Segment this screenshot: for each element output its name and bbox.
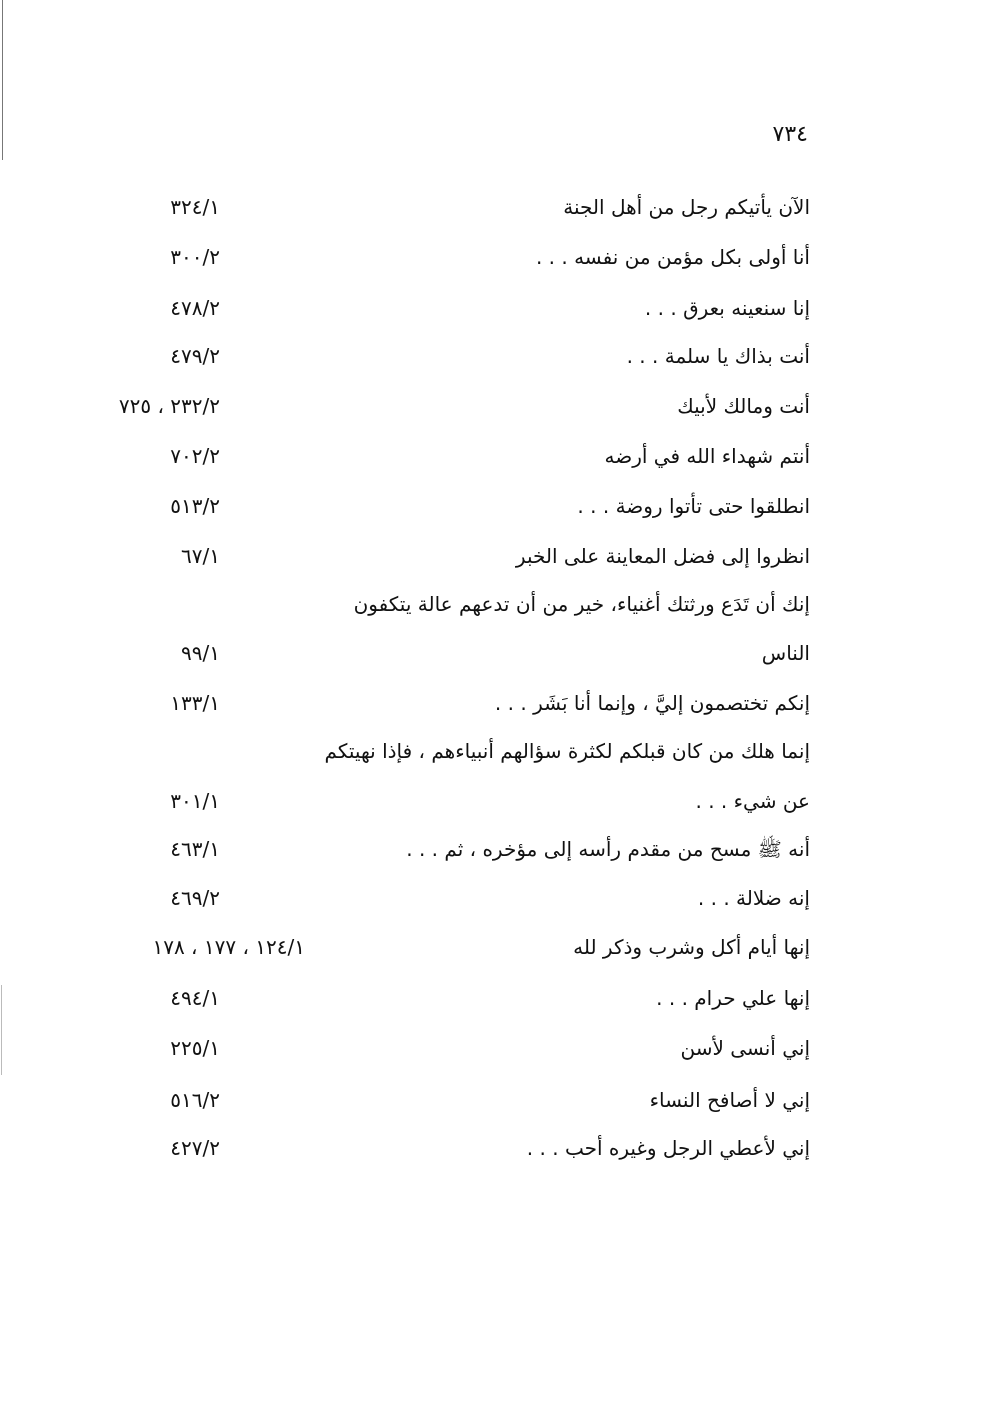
index-entry: أنه ﷺ مسح من مقدم رأسه إلى مؤخره ، ثم . … xyxy=(0,837,981,877)
entry-reference: ١٣٣/١ xyxy=(170,691,220,715)
entry-reference: ٩٩/١ xyxy=(181,641,220,665)
entry-text: أنت ومالك لأبيك xyxy=(677,394,810,418)
entry-reference: ٤٩٤/١ xyxy=(170,986,220,1010)
entry-reference: ٦٧/١ xyxy=(181,544,220,568)
index-entry: إنها أيام أكل وشرب وذكر لله ١٢٤/١ ، ١٧٧ ،… xyxy=(0,935,981,975)
entry-reference: ٤٧٩/٢ xyxy=(170,344,220,368)
index-entry: إنما هلك من كان قبلكم لكثرة سؤالهم أنبيا… xyxy=(0,739,981,779)
entry-text: إنها أيام أكل وشرب وذكر لله xyxy=(573,935,810,959)
entry-text: إني أنسى لأسن xyxy=(680,1036,810,1060)
index-entry: إني لا أصافح النساء ٥١٦/٢ xyxy=(0,1088,981,1128)
index-entry: انظروا إلى فضل المعاينة على الخبر ٦٧/١ xyxy=(0,544,981,584)
entry-reference: ٤٦٣/١ xyxy=(170,837,220,861)
index-entry: إنك أن تَدَع ورثتك أغنياء، خير من أن تدع… xyxy=(0,592,981,632)
entry-reference: ٤٢٧/٢ xyxy=(170,1136,220,1160)
entry-text: أنه ﷺ مسح من مقدم رأسه إلى مؤخره ، ثم . … xyxy=(406,837,810,861)
index-entry: الناس ٩٩/١ xyxy=(0,641,981,681)
index-entry: إنا سنعينه بعرق . . . ٤٧٨/٢ xyxy=(0,296,981,336)
scan-edge-line xyxy=(2,0,3,160)
entry-text: إنها علي حرام . . . xyxy=(656,986,810,1010)
entry-reference: ١٢٤/١ ، ١٧٧ ، ١٧٨ xyxy=(152,935,305,959)
index-entry: الآن يأتيكم رجل من أهل الجنة ٣٢٤/١ xyxy=(0,195,981,235)
index-entry: أنت بذاك يا سلمة . . . ٤٧٩/٢ xyxy=(0,344,981,384)
index-entry: إنكم تختصمون إليَّ ، وإنما أنا بَشَر . .… xyxy=(0,691,981,731)
entry-text: أنت بذاك يا سلمة . . . xyxy=(626,344,810,368)
entry-reference: ٣٠١/١ xyxy=(170,789,220,813)
entry-reference: ٤٧٨/٢ xyxy=(170,296,220,320)
index-entry: إني لأعطي الرجل وغيره أحب . . . ٤٢٧/٢ xyxy=(0,1136,981,1176)
index-entry: إنها علي حرام . . . ٤٩٤/١ xyxy=(0,986,981,1026)
index-entry: أنت ومالك لأبيك ٢٣٢/٢ ، ٧٢٥ xyxy=(0,394,981,434)
entry-text: أنا أولى بكل مؤمن من نفسه . . . xyxy=(535,245,810,269)
entry-text: إنك أن تَدَع ورثتك أغنياء، خير من أن تدع… xyxy=(353,592,810,616)
entry-reference: ٣٢٤/١ xyxy=(170,195,220,219)
index-entry: إنه ضلالة . . . ٤٦٩/٢ xyxy=(0,886,981,926)
entry-text: إنما هلك من كان قبلكم لكثرة سؤالهم أنبيا… xyxy=(324,739,810,763)
entry-text: إني لأعطي الرجل وغيره أحب . . . xyxy=(526,1136,810,1160)
entry-text: عن شيء . . . xyxy=(695,789,811,813)
index-entry: أنا أولى بكل مؤمن من نفسه . . . ٣٠٠/٢ xyxy=(0,245,981,285)
index-entry: إني أنسى لأسن ٢٢٥/١ xyxy=(0,1036,981,1076)
entry-reference: ٤٦٩/٢ xyxy=(170,886,220,910)
entry-reference: ٢٣٢/٢ ، ٧٢٥ xyxy=(118,394,220,418)
entry-text: الناس xyxy=(761,641,810,665)
entry-text: إنه ضلالة . . . xyxy=(697,886,810,910)
entry-text: إنكم تختصمون إليَّ ، وإنما أنا بَشَر . .… xyxy=(494,691,810,715)
entry-text: انطلقوا حتى تأتوا روضة . . . xyxy=(577,494,810,518)
entry-reference: ٢٢٥/١ xyxy=(170,1036,220,1060)
entry-text: الآن يأتيكم رجل من أهل الجنة xyxy=(563,195,810,219)
entry-reference: ٣٠٠/٢ xyxy=(170,245,220,269)
index-entry: عن شيء . . . ٣٠١/١ xyxy=(0,789,981,829)
scan-edge-line xyxy=(1,985,2,1075)
entry-text: إنا سنعينه بعرق . . . xyxy=(644,296,810,320)
index-entry: أنتم شهداء الله في أرضه ٧٠٢/٢ xyxy=(0,444,981,484)
entry-reference: ٧٠٢/٢ xyxy=(170,444,220,468)
entry-text: إني لا أصافح النساء xyxy=(649,1088,810,1112)
entry-reference: ٥١٦/٢ xyxy=(170,1088,220,1112)
entry-text: انظروا إلى فضل المعاينة على الخبر xyxy=(515,544,810,568)
entry-text: أنتم شهداء الله في أرضه xyxy=(604,444,810,468)
index-entry: انطلقوا حتى تأتوا روضة . . . ٥١٣/٢ xyxy=(0,494,981,534)
page-number: ٧٣٤ xyxy=(772,122,808,147)
entry-reference: ٥١٣/٢ xyxy=(170,494,220,518)
